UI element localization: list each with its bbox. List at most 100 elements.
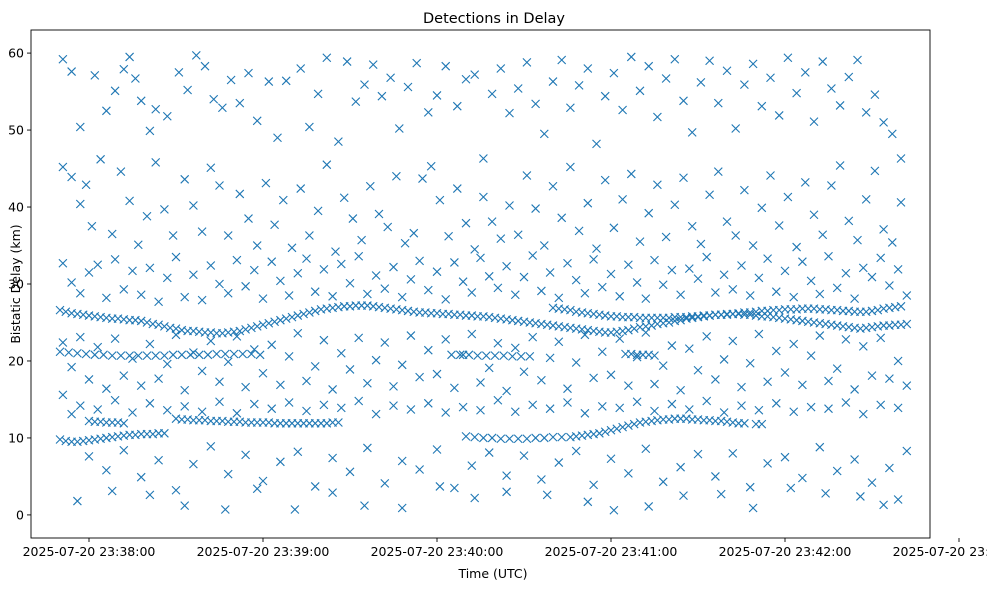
data-point xyxy=(357,235,366,245)
data-point xyxy=(780,452,790,462)
data-point xyxy=(580,288,590,298)
data-point xyxy=(824,404,833,414)
data-point xyxy=(885,281,894,290)
data-point xyxy=(711,375,720,384)
data-point xyxy=(754,405,764,415)
data-point xyxy=(693,274,703,284)
data-point xyxy=(136,316,146,326)
data-point xyxy=(481,351,491,360)
data-point xyxy=(293,268,303,278)
data-point xyxy=(90,71,100,80)
data-point xyxy=(583,64,593,73)
data-point xyxy=(423,285,433,295)
data-point xyxy=(687,127,697,137)
data-point xyxy=(853,235,862,245)
data-point xyxy=(162,273,172,283)
data-point xyxy=(441,408,451,417)
data-point xyxy=(197,407,207,417)
data-point xyxy=(310,306,320,316)
data-point xyxy=(748,503,758,513)
data-point xyxy=(818,57,828,66)
data-point xyxy=(632,397,642,407)
data-point xyxy=(235,326,245,336)
data-point xyxy=(212,349,221,359)
data-point xyxy=(493,338,503,348)
data-point xyxy=(90,350,100,360)
data-point xyxy=(728,448,738,458)
data-point xyxy=(162,359,172,369)
data-point xyxy=(824,251,833,261)
data-point xyxy=(241,382,250,392)
data-point xyxy=(861,107,871,117)
data-point xyxy=(171,324,181,334)
data-point xyxy=(876,253,886,263)
y-tick-label: 0 xyxy=(16,507,24,522)
data-point xyxy=(55,435,65,444)
data-point xyxy=(783,53,793,63)
data-point xyxy=(116,351,126,360)
y-tick-label: 50 xyxy=(8,123,24,138)
data-point xyxy=(145,490,155,500)
data-point xyxy=(296,64,306,73)
data-point xyxy=(597,347,607,357)
data-point xyxy=(107,351,117,360)
data-point xyxy=(670,54,680,64)
x-tick-label: 2025-07-20 23:39:00 xyxy=(197,544,330,559)
data-point xyxy=(293,447,303,457)
data-point xyxy=(531,433,540,443)
data-point xyxy=(667,341,677,350)
data-point xyxy=(249,345,259,354)
data-point xyxy=(360,80,369,90)
data-point xyxy=(815,331,825,340)
data-point xyxy=(858,263,868,273)
data-point xyxy=(542,490,552,500)
data-point xyxy=(348,214,358,223)
data-point xyxy=(247,323,256,333)
data-point xyxy=(267,340,277,350)
data-point xyxy=(629,324,639,334)
data-point xyxy=(284,398,294,407)
data-point xyxy=(336,259,346,269)
data-point xyxy=(267,404,277,414)
data-point xyxy=(313,89,323,99)
data-point xyxy=(345,365,355,374)
data-point xyxy=(467,288,477,297)
data-point xyxy=(461,74,471,84)
data-point xyxy=(154,374,163,384)
data-point xyxy=(505,201,514,210)
data-point xyxy=(371,409,381,419)
data-point xyxy=(557,432,567,442)
y-tick-label: 10 xyxy=(8,430,24,445)
data-point xyxy=(473,351,482,360)
data-point xyxy=(107,486,117,496)
data-point xyxy=(151,157,161,167)
data-point xyxy=(328,291,337,301)
data-point xyxy=(128,354,137,364)
data-point xyxy=(409,228,419,238)
data-point xyxy=(774,221,784,230)
data-point xyxy=(479,154,488,163)
data-point xyxy=(499,351,509,360)
data-point xyxy=(618,105,627,115)
data-point xyxy=(55,305,65,315)
data-point xyxy=(832,283,842,293)
data-point xyxy=(684,344,694,354)
data-point xyxy=(180,292,190,302)
data-point xyxy=(513,84,523,93)
data-point xyxy=(841,398,851,407)
data-point xyxy=(496,434,506,444)
data-point xyxy=(737,382,746,392)
data-point xyxy=(641,294,651,304)
data-point xyxy=(615,291,625,301)
data-point xyxy=(806,351,816,360)
data-point xyxy=(589,373,598,383)
data-point xyxy=(574,81,584,90)
data-point xyxy=(479,433,488,443)
data-point xyxy=(653,112,662,122)
data-point xyxy=(800,178,810,187)
data-point xyxy=(276,380,285,390)
data-point xyxy=(832,364,842,374)
data-point xyxy=(397,503,407,513)
data-point xyxy=(133,351,143,360)
